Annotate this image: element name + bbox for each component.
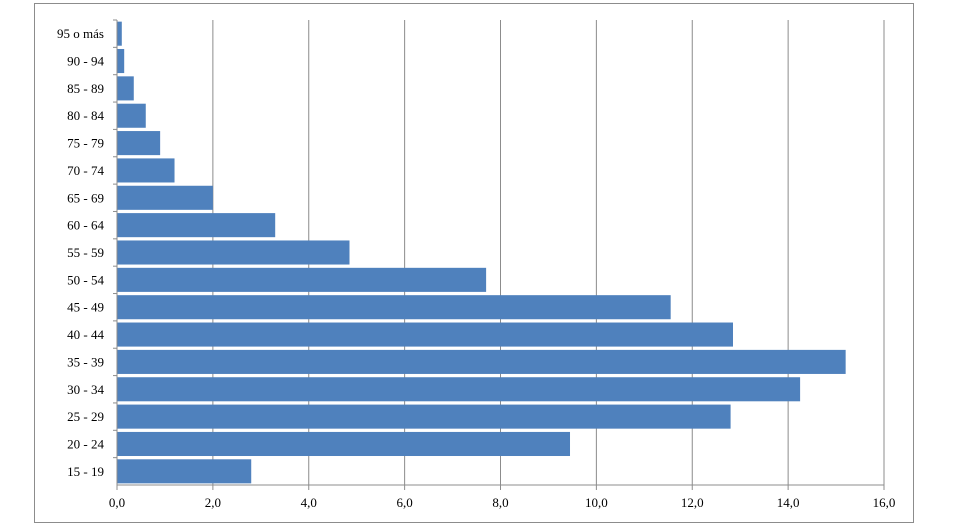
category-label: 50 - 54 — [67, 272, 104, 287]
bar — [117, 103, 146, 128]
category-label: 55 - 59 — [67, 245, 104, 260]
category-label: 40 - 44 — [67, 327, 104, 342]
x-tick-label: 12,0 — [681, 495, 704, 510]
x-tick-labels: 0,0 2,0 4,0 6,0 8,0 10,0 12,0 14,0 16,0 — [109, 495, 896, 510]
bar — [117, 213, 276, 238]
category-label: 35 - 39 — [67, 354, 104, 369]
bars — [117, 21, 846, 484]
x-tick-label: 16,0 — [873, 495, 896, 510]
bar — [117, 131, 161, 156]
category-labels: 95 o más 90 - 94 85 - 89 80 - 84 75 - 79 70 -… — [57, 26, 104, 479]
bar — [117, 459, 252, 484]
category-label: 90 - 94 — [67, 54, 104, 69]
bar — [117, 404, 731, 429]
category-label: 45 - 49 — [67, 300, 104, 315]
bar — [117, 21, 122, 46]
category-label: 60 - 64 — [67, 218, 104, 233]
category-label: 70 - 74 — [67, 163, 104, 178]
category-label: 95 o más — [57, 26, 104, 41]
bar — [117, 185, 213, 210]
bar — [117, 158, 175, 183]
bar — [117, 76, 134, 101]
category-label: 75 - 79 — [67, 136, 104, 151]
category-label: 80 - 84 — [67, 108, 104, 123]
x-tick-label: 2,0 — [205, 495, 221, 510]
bar — [117, 377, 801, 402]
bar — [117, 349, 846, 374]
bar — [117, 48, 125, 74]
category-label: 65 - 69 — [67, 190, 104, 205]
x-tick-label: 4,0 — [301, 495, 317, 510]
x-tick-label: 8,0 — [492, 495, 508, 510]
x-tick-label: 14,0 — [777, 495, 800, 510]
category-label: 20 - 24 — [67, 436, 104, 451]
bar — [117, 295, 671, 320]
bar — [117, 267, 487, 292]
bar — [117, 240, 350, 265]
bar — [117, 431, 571, 457]
x-tick-label: 6,0 — [397, 495, 413, 510]
category-label: 25 - 29 — [67, 409, 104, 424]
category-label: 30 - 34 — [67, 382, 104, 397]
x-tick-label: 10,0 — [585, 495, 608, 510]
category-label: 15 - 19 — [67, 464, 104, 479]
x-tick-label: 0,0 — [109, 495, 125, 510]
category-label: 85 - 89 — [67, 81, 104, 96]
axes — [113, 19, 885, 490]
bar — [117, 322, 733, 347]
